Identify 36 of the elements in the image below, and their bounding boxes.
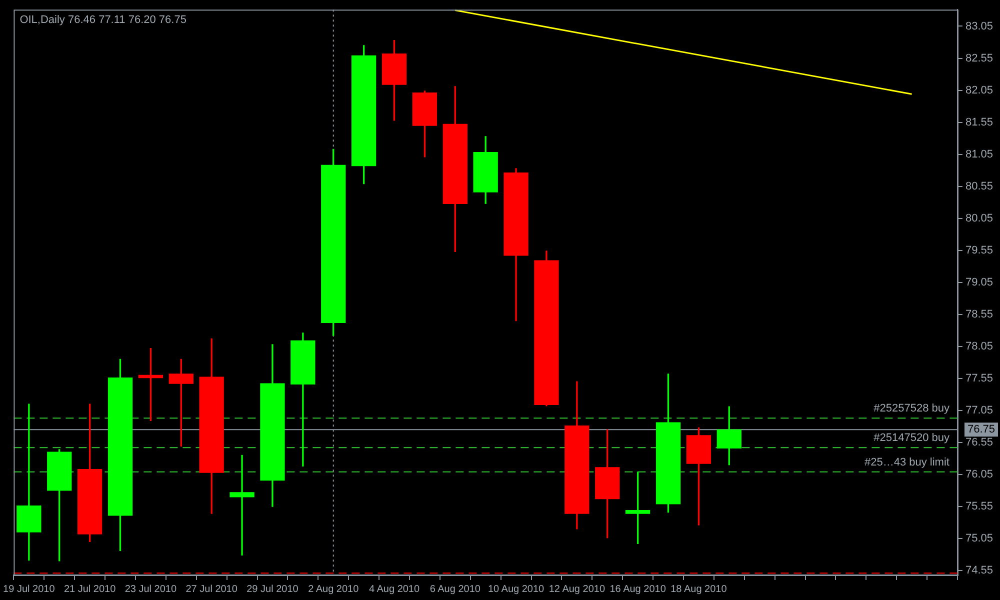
chart-title: OIL,Daily 76.46 77.11 76.20 76.75 <box>20 14 186 26</box>
y-tick-label: 83.05 <box>965 20 994 32</box>
y-tick-label: 80.55 <box>965 180 994 192</box>
y-tick-label: 78.55 <box>965 308 994 320</box>
y-tick-label: 79.55 <box>965 244 994 256</box>
x-tick-label: 4 Aug 2010 <box>368 584 420 595</box>
x-tick-label: 19 Jul 2010 <box>3 584 56 595</box>
ref-line-label: #25…43 buy limit <box>864 456 950 468</box>
ref-line-label: #25257528 buy <box>874 402 950 415</box>
x-tick-label: 18 Aug 2010 <box>670 584 728 595</box>
y-tick-label: 82.05 <box>965 84 994 96</box>
y-tick-label: 75.05 <box>965 532 994 545</box>
y-tick-label: 76.05 <box>965 468 994 480</box>
ref-line-label: 76.75 <box>967 424 996 436</box>
y-tick-label: 77.55 <box>965 372 994 384</box>
y-tick-label: 79.05 <box>965 276 994 288</box>
ref-line-label: #25147520 buy <box>874 432 950 444</box>
y-tick-label: 77.05 <box>965 404 994 416</box>
x-tick-label: 21 Jul 2010 <box>64 584 116 595</box>
y-tick-label: 74.55 <box>965 564 994 577</box>
x-tick-label: 23 Jul 2010 <box>124 584 177 595</box>
y-tick-label: 81.05 <box>965 148 994 160</box>
y-tick-label: 78.05 <box>965 340 994 352</box>
x-tick-label: 16 Aug 2010 <box>610 584 666 595</box>
y-tick-label: 82.55 <box>965 52 994 64</box>
x-tick-label: 12 Aug 2010 <box>548 584 606 595</box>
y-tick-label: 80.05 <box>965 212 994 224</box>
x-tick-label: 27 Jul 2010 <box>186 584 238 595</box>
candlestick <box>230 454 254 556</box>
y-tick-label: 81.55 <box>965 116 994 128</box>
y-tick-label: 75.55 <box>965 500 994 513</box>
x-tick-label: 2 Aug 2010 <box>308 584 360 595</box>
x-tick-label: 29 Jul 2010 <box>246 584 299 595</box>
y-tick-label: 76.55 <box>965 436 994 448</box>
x-tick-label: 10 Aug 2010 <box>488 584 545 595</box>
x-tick-label: 6 Aug 2010 <box>430 584 481 595</box>
